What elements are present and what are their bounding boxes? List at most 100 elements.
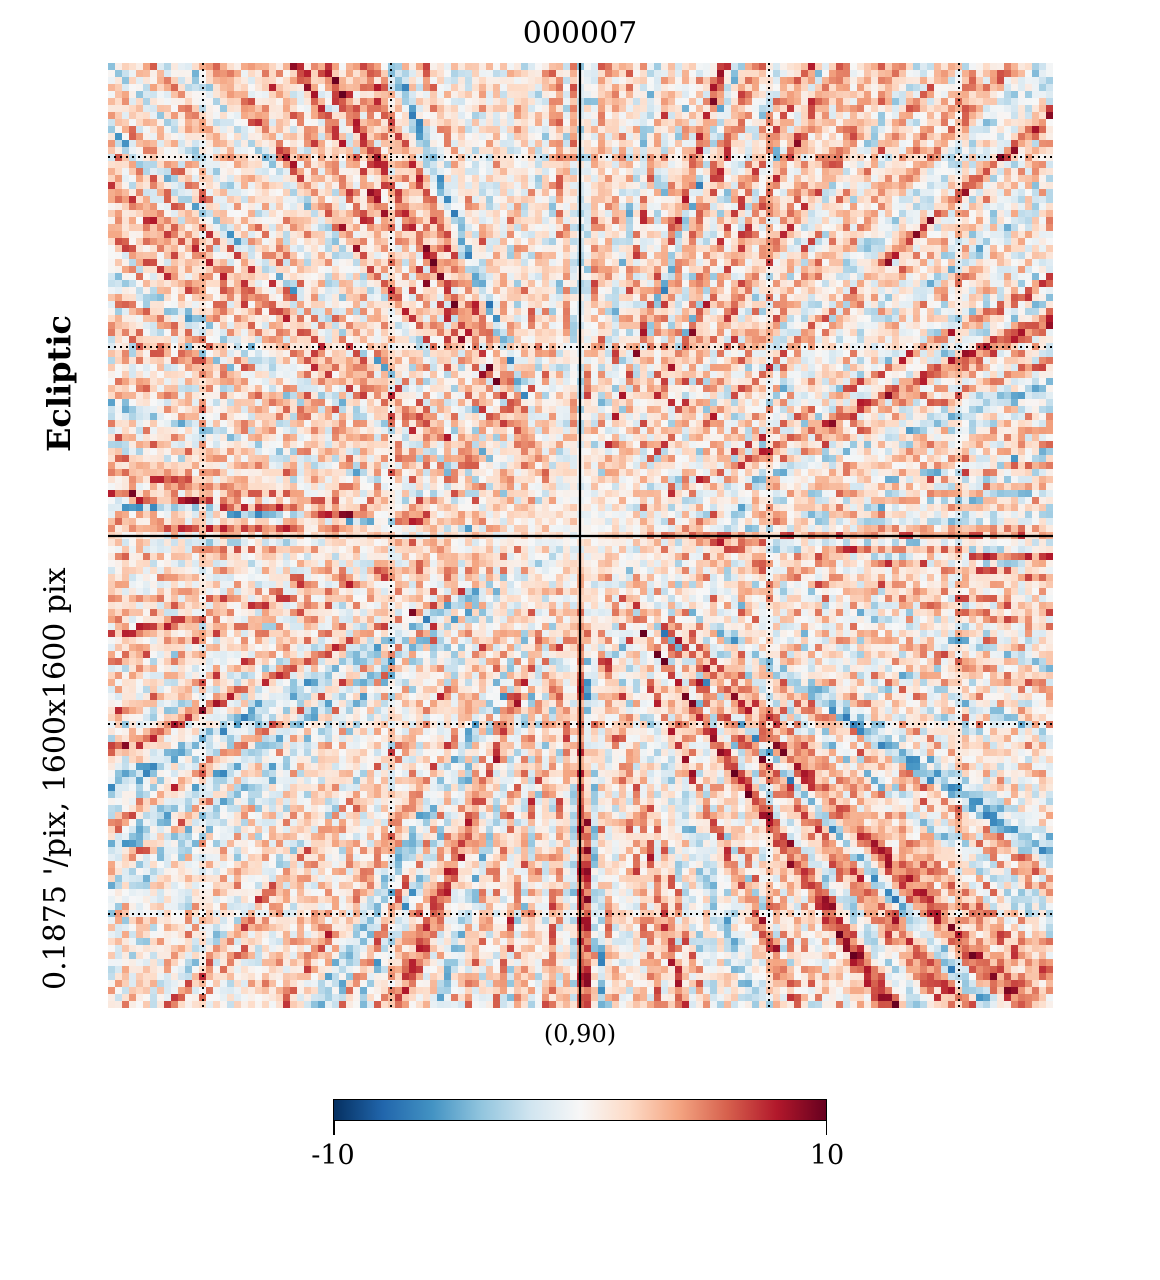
- heatmap-cell: [563, 231, 570, 238]
- heatmap-cell: [388, 196, 395, 203]
- heatmap-cell: [955, 70, 962, 77]
- heatmap-cell: [626, 203, 633, 210]
- heatmap-cell: [801, 287, 808, 294]
- heatmap-cell: [276, 154, 283, 161]
- heatmap-cell: [689, 266, 696, 273]
- heatmap-cell: [927, 77, 934, 84]
- heatmap-cell: [325, 161, 332, 168]
- heatmap-cell: [346, 287, 353, 294]
- heatmap-cell: [962, 245, 969, 252]
- heatmap-cell: [290, 154, 297, 161]
- heatmap-cell: [556, 189, 563, 196]
- heatmap-cell: [290, 98, 297, 105]
- heatmap-cell: [556, 315, 563, 322]
- heatmap-cell: [1004, 287, 1011, 294]
- heatmap-cell: [976, 126, 983, 133]
- heatmap-cell: [801, 98, 808, 105]
- heatmap-cell: [703, 252, 710, 259]
- heatmap-cell: [759, 147, 766, 154]
- heatmap-cell: [297, 196, 304, 203]
- heatmap-cell: [570, 119, 577, 126]
- heatmap-cell: [542, 98, 549, 105]
- heatmap-cell: [878, 140, 885, 147]
- heatmap-cell: [241, 119, 248, 126]
- heatmap-cell: [962, 98, 969, 105]
- heatmap-cell: [563, 238, 570, 245]
- heatmap-cell: [619, 133, 626, 140]
- heatmap-cell: [710, 210, 717, 217]
- heatmap-cell: [423, 210, 430, 217]
- heatmap-cell: [661, 294, 668, 301]
- heatmap-cell: [920, 273, 927, 280]
- heatmap-cell: [227, 301, 234, 308]
- heatmap-cell: [913, 294, 920, 301]
- heatmap-cell: [486, 315, 493, 322]
- heatmap-cell: [115, 259, 122, 266]
- heatmap-cell: [661, 84, 668, 91]
- heatmap-cell: [409, 189, 416, 196]
- heatmap-cell: [409, 224, 416, 231]
- heatmap-cell: [836, 63, 843, 70]
- heatmap-cell: [654, 161, 661, 168]
- heatmap-cell: [598, 238, 605, 245]
- heatmap-cell: [668, 203, 675, 210]
- heatmap-cell: [661, 105, 668, 112]
- heatmap-cell: [248, 210, 255, 217]
- heatmap-cell: [423, 294, 430, 301]
- heatmap-cell: [150, 203, 157, 210]
- heatmap-cell: [416, 217, 423, 224]
- heatmap-cell: [276, 273, 283, 280]
- heatmap-cell: [843, 77, 850, 84]
- heatmap-cell: [276, 245, 283, 252]
- heatmap-cell: [675, 224, 682, 231]
- heatmap-cell: [913, 91, 920, 98]
- heatmap-cell: [297, 147, 304, 154]
- heatmap-cell: [668, 238, 675, 245]
- heatmap-cell: [115, 91, 122, 98]
- heatmap-cell: [794, 273, 801, 280]
- heatmap-cell: [864, 126, 871, 133]
- heatmap-cell: [570, 252, 577, 259]
- heatmap-cell: [444, 133, 451, 140]
- heatmap-cell: [619, 217, 626, 224]
- heatmap-cell: [339, 140, 346, 147]
- heatmap-cell: [633, 224, 640, 231]
- heatmap-cell: [248, 112, 255, 119]
- heatmap-cell: [689, 119, 696, 126]
- heatmap-cell: [458, 266, 465, 273]
- heatmap-cell: [738, 91, 745, 98]
- heatmap-cell: [1039, 91, 1046, 98]
- heatmap-cell: [1025, 63, 1032, 70]
- heatmap-cell: [836, 203, 843, 210]
- heatmap-cell: [437, 140, 444, 147]
- heatmap-cell: [276, 112, 283, 119]
- heatmap-cell: [983, 63, 990, 70]
- heatmap-cell: [402, 91, 409, 98]
- heatmap-cell: [913, 126, 920, 133]
- heatmap-cell: [220, 203, 227, 210]
- heatmap-cell: [241, 266, 248, 273]
- heatmap-cell: [626, 175, 633, 182]
- heatmap-cell: [234, 301, 241, 308]
- heatmap-cell: [472, 175, 479, 182]
- heatmap-cell: [255, 147, 262, 154]
- heatmap-cell: [444, 203, 451, 210]
- heatmap-cell: [962, 273, 969, 280]
- heatmap-cell: [234, 245, 241, 252]
- heatmap-cell: [115, 119, 122, 126]
- heatmap-cell: [766, 315, 773, 322]
- heatmap-cell: [227, 140, 234, 147]
- heatmap-cell: [738, 182, 745, 189]
- heatmap-cell: [304, 161, 311, 168]
- heatmap-cell: [570, 294, 577, 301]
- heatmap-cell: [801, 168, 808, 175]
- heatmap-cell: [234, 266, 241, 273]
- heatmap-cell: [976, 266, 983, 273]
- heatmap-cell: [402, 301, 409, 308]
- heatmap-cell: [1018, 91, 1025, 98]
- heatmap-cell: [444, 217, 451, 224]
- heatmap-cell: [1004, 315, 1011, 322]
- heatmap-cell: [857, 231, 864, 238]
- heatmap-cell: [486, 182, 493, 189]
- heatmap-cell: [612, 168, 619, 175]
